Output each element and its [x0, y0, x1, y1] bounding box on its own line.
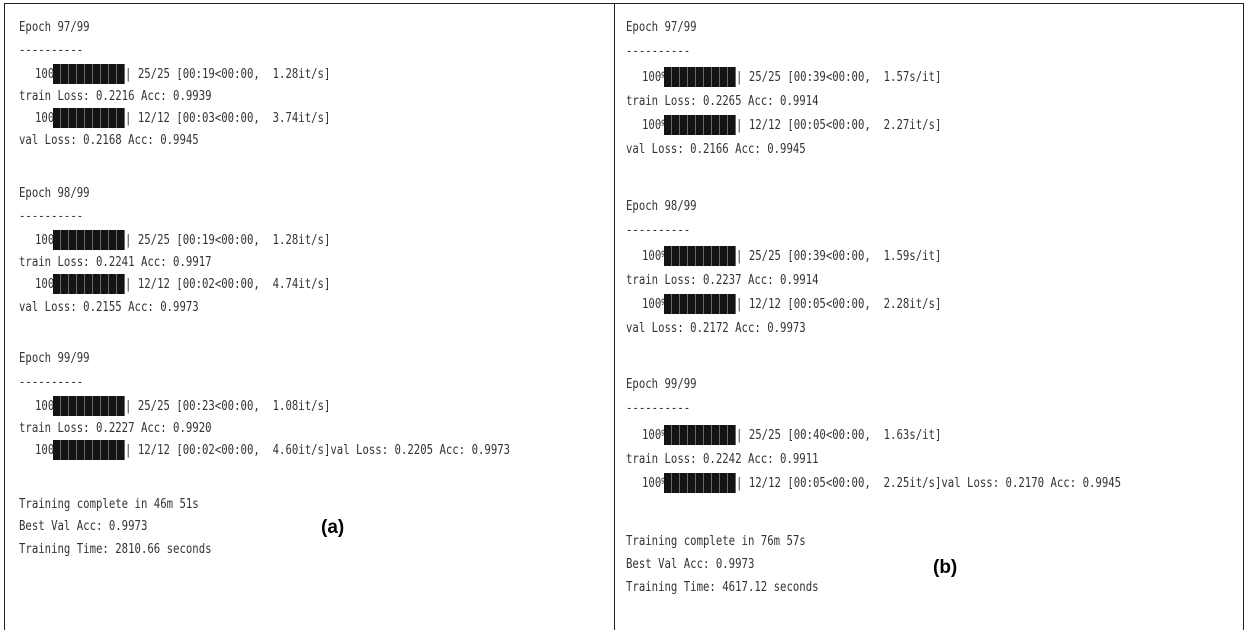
train-metrics-line: train Loss: 0.2265 Acc: 0.9914 [626, 94, 819, 109]
epoch-title: Epoch 98/99 [19, 186, 90, 201]
progress-stats: | 25/25 [00:19<00:00, 1.28it/s] [125, 233, 331, 248]
val-progress-bar: 100%| | 12/12 [00:02<00:00, 4.74it/s] [19, 274, 330, 367]
progress-fill [53, 274, 125, 294]
progress-stats: | 25/25 [00:23<00:00, 1.08it/s] [125, 399, 331, 414]
progress-stats: | 25/25 [00:19<00:00, 1.28it/s] [125, 67, 331, 82]
epoch-title: Epoch 98/99 [626, 199, 697, 214]
train-progress-bar: 100%| | 25/25 [00:39<00:00, 1.59s/it] [626, 246, 941, 339]
val-metrics-line: val Loss: 0.2155 Acc: 0.9973 [19, 300, 199, 315]
train-metrics-line: train Loss: 0.2227 Acc: 0.9920 [19, 421, 212, 436]
progress-stats: | 12/12 [00:03<00:00, 3.74it/s] [125, 111, 331, 126]
separator-line: ---------- [626, 44, 691, 59]
separator-line: ---------- [19, 209, 84, 224]
progress-fill [53, 108, 125, 128]
progress-stats: | 12/12 [00:02<00:00, 4.74it/s] [125, 277, 331, 292]
epoch-title: Epoch 99/99 [19, 351, 90, 366]
epoch-title: Epoch 97/99 [19, 20, 90, 35]
progress-stats: | 12/12 [00:05<00:00, 2.28it/s] [736, 297, 942, 312]
val-metrics-line: val Loss: 0.2172 Acc: 0.9973 [626, 321, 806, 336]
progress-fill [664, 246, 736, 266]
progress-fill [53, 440, 125, 460]
best-val-acc-line: Best Val Acc: 0.9973 [19, 519, 148, 534]
separator-line: ---------- [626, 223, 691, 238]
terminal-panel-b: Epoch 97/99 ---------- 100%| | 25/25 [00… [614, 3, 1244, 630]
progress-stats: | 12/12 [00:05<00:00, 2.25it/s]val Loss:… [736, 476, 1122, 491]
progress-stats: | 25/25 [00:40<00:00, 1.63s/it] [736, 428, 942, 443]
progress-fill [53, 396, 125, 416]
train-progress-bar: 100%| | 25/25 [00:23<00:00, 1.08it/s] [19, 396, 330, 489]
train-progress-bar: 100%| | 25/25 [00:39<00:00, 1.57s/it] [626, 67, 941, 160]
progress-fill [664, 294, 736, 314]
progress-stats: | 25/25 [00:39<00:00, 1.57s/it] [736, 70, 942, 85]
progress-fill [664, 67, 736, 87]
progress-stats: | 12/12 [00:05<00:00, 2.27it/s] [736, 118, 942, 133]
progress-stats: | 25/25 [00:39<00:00, 1.59s/it] [736, 249, 942, 264]
separator-line: ---------- [19, 43, 84, 58]
progress-fill [53, 64, 125, 84]
val-progress-bar: 100%| | 12/12 [00:05<00:00, 2.27it/s] [626, 115, 941, 208]
best-val-acc-line: Best Val Acc: 0.9973 [626, 557, 755, 572]
progress-fill [664, 115, 736, 135]
val-metrics-line: val Loss: 0.2168 Acc: 0.9945 [19, 133, 199, 148]
val-metrics-line: val Loss: 0.2166 Acc: 0.9945 [626, 142, 806, 157]
panel-caption: (a) [321, 517, 345, 538]
separator-line: ---------- [19, 375, 84, 390]
progress-fill [664, 425, 736, 445]
val-progress-bar: 100%| | 12/12 [00:03<00:00, 3.74it/s] [19, 108, 330, 201]
train-metrics-line: train Loss: 0.2241 Acc: 0.9917 [19, 255, 212, 270]
terminal-panel-a: Epoch 97/99 ---------- 100%| | 25/25 [00… [4, 3, 615, 630]
training-time-line: Training Time: 4617.12 seconds [626, 580, 819, 595]
val-progress-bar: 100%| | 12/12 [00:02<00:00, 4.60it/s]val… [19, 440, 510, 533]
progress-fill [53, 230, 125, 250]
training-complete-line: Training complete in 76m 57s [626, 534, 806, 549]
epoch-title: Epoch 97/99 [626, 20, 697, 35]
train-metrics-line: train Loss: 0.2242 Acc: 0.9911 [626, 452, 819, 467]
val-progress-bar: 100%| | 12/12 [00:05<00:00, 2.28it/s] [626, 294, 941, 387]
progress-stats: | 12/12 [00:02<00:00, 4.60it/s]val Loss:… [125, 443, 511, 458]
panel-caption: (b) [933, 557, 958, 578]
val-progress-bar: 100%| | 12/12 [00:05<00:00, 2.25it/s]val… [626, 473, 1121, 566]
train-progress-bar: 100%| | 25/25 [00:19<00:00, 1.28it/s] [19, 64, 330, 157]
separator-line: ---------- [626, 401, 691, 416]
progress-fill [664, 473, 736, 493]
epoch-title: Epoch 99/99 [626, 377, 697, 392]
train-progress-bar: 100%| | 25/25 [00:40<00:00, 1.63s/it] [626, 425, 941, 518]
train-progress-bar: 100%| | 25/25 [00:19<00:00, 1.28it/s] [19, 230, 330, 323]
train-metrics-line: train Loss: 0.2237 Acc: 0.9914 [626, 273, 819, 288]
training-time-line: Training Time: 2810.66 seconds [19, 542, 212, 557]
training-complete-line: Training complete in 46m 51s [19, 497, 199, 512]
train-metrics-line: train Loss: 0.2216 Acc: 0.9939 [19, 89, 212, 104]
